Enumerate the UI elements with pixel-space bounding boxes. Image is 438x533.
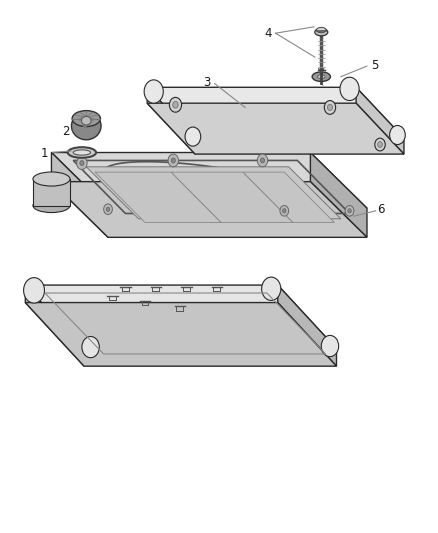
Circle shape <box>324 101 336 114</box>
Circle shape <box>390 125 405 144</box>
Text: 5: 5 <box>371 59 378 71</box>
Text: 6: 6 <box>378 203 385 216</box>
Circle shape <box>345 206 354 216</box>
Polygon shape <box>51 152 108 237</box>
Circle shape <box>80 160 84 166</box>
Ellipse shape <box>312 72 330 82</box>
Circle shape <box>144 80 163 103</box>
Polygon shape <box>25 285 84 366</box>
Circle shape <box>321 335 339 357</box>
Circle shape <box>257 154 268 167</box>
Text: 4: 4 <box>264 27 272 39</box>
Circle shape <box>173 101 178 108</box>
Polygon shape <box>95 172 221 222</box>
Ellipse shape <box>317 27 326 33</box>
Circle shape <box>106 207 110 212</box>
Polygon shape <box>147 87 404 138</box>
Polygon shape <box>51 152 367 208</box>
Text: 2: 2 <box>62 125 70 139</box>
Ellipse shape <box>33 172 70 186</box>
Ellipse shape <box>315 28 328 36</box>
Polygon shape <box>86 167 341 219</box>
Circle shape <box>340 77 359 101</box>
Ellipse shape <box>68 147 96 158</box>
Polygon shape <box>147 87 195 154</box>
Polygon shape <box>147 103 404 154</box>
Ellipse shape <box>71 112 101 140</box>
Polygon shape <box>33 179 70 206</box>
Circle shape <box>261 158 265 163</box>
Circle shape <box>378 142 382 148</box>
Polygon shape <box>243 172 334 222</box>
Text: 1: 1 <box>41 147 49 159</box>
Circle shape <box>280 206 289 216</box>
Polygon shape <box>171 172 293 222</box>
Ellipse shape <box>33 198 70 213</box>
Circle shape <box>24 278 45 303</box>
Ellipse shape <box>318 75 325 78</box>
Ellipse shape <box>73 150 91 155</box>
Polygon shape <box>25 285 336 349</box>
Polygon shape <box>356 87 404 154</box>
Circle shape <box>104 204 113 215</box>
Polygon shape <box>311 152 367 237</box>
Circle shape <box>185 127 201 146</box>
Circle shape <box>375 138 385 151</box>
Polygon shape <box>25 303 336 366</box>
Circle shape <box>348 209 351 213</box>
Polygon shape <box>278 285 336 366</box>
Circle shape <box>328 104 332 110</box>
Circle shape <box>77 157 87 169</box>
Polygon shape <box>51 182 367 237</box>
Circle shape <box>82 336 99 358</box>
Circle shape <box>168 154 179 167</box>
Ellipse shape <box>72 111 100 126</box>
Circle shape <box>283 209 286 213</box>
Circle shape <box>261 277 281 301</box>
Circle shape <box>170 98 182 112</box>
Ellipse shape <box>81 116 91 125</box>
Text: 3: 3 <box>203 76 211 89</box>
Circle shape <box>171 158 175 163</box>
